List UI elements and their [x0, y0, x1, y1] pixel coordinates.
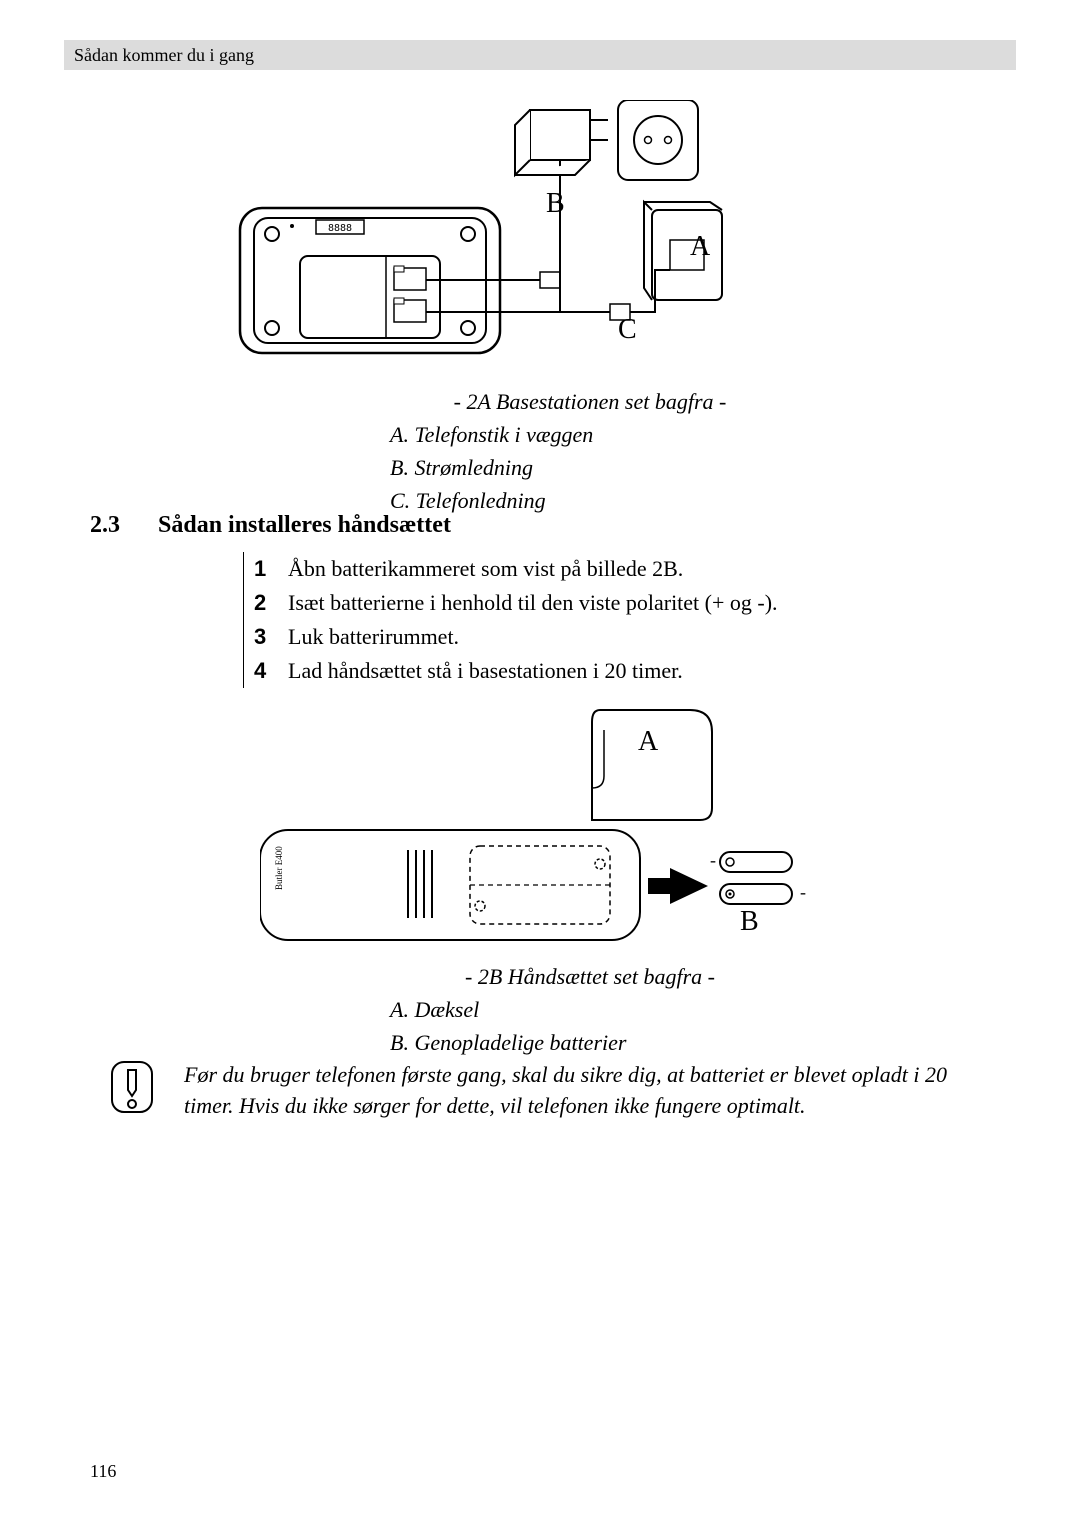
figure-2b-svg: Butler E400 - - A B: [260, 700, 820, 960]
step-number: 2: [254, 586, 270, 620]
caption-2a-b: B. Strømledning: [390, 451, 790, 484]
display-digits: 8888: [328, 223, 352, 234]
marker-c: C: [618, 314, 637, 345]
marker-b: B: [546, 188, 565, 219]
section-number: 2.3: [90, 512, 120, 539]
step-item: 4 Lad håndsættet stå i basestationen i 2…: [254, 654, 778, 688]
marker-b: B: [740, 906, 759, 937]
step-number: 1: [254, 552, 270, 586]
step-number: 3: [254, 620, 270, 654]
note-text: Før du bruger telefonen første gang, ska…: [184, 1060, 1000, 1122]
figure-2b: Butler E400 - - A B: [260, 700, 820, 960]
device-label: Butler E400: [274, 846, 284, 890]
figure-2a-caption: - 2A Basestationen set bagfra - A. Telef…: [390, 385, 790, 517]
caption-2a-a: A. Telefonstik i væggen: [390, 418, 790, 451]
step-item: 3 Luk batterirummet.: [254, 620, 778, 654]
step-text: Åbn batterikammeret som vist på billede …: [288, 552, 683, 586]
marker-a: A: [690, 231, 711, 262]
figure-2a-svg: 8888 A B: [230, 100, 850, 370]
step-text: Lad håndsættet stå i basestationen i 20 …: [288, 654, 683, 688]
caption-2b-b: B. Genopladelige batterier: [390, 1026, 790, 1059]
caption-2b-title: - 2B Håndsættet set bagfra -: [390, 960, 790, 993]
step-text: Luk batterirummet.: [288, 620, 459, 654]
header-text: Sådan kommer du i gang: [74, 45, 254, 66]
figure-2a: 8888 A B: [230, 100, 850, 370]
page-number: 116: [90, 1461, 116, 1482]
caption-2a-title: - 2A Basestationen set bagfra -: [390, 385, 790, 418]
page-header: Sådan kommer du i gang: [64, 40, 1016, 70]
caption-2b-a: A. Dæksel: [390, 993, 790, 1026]
step-number: 4: [254, 654, 270, 688]
note-block: Før du bruger telefonen første gang, ska…: [110, 1060, 1000, 1122]
steps-list: 1 Åbn batterikammeret som vist på billed…: [243, 552, 778, 688]
minus-sign: -: [800, 882, 806, 902]
step-item: 1 Åbn batterikammeret som vist på billed…: [254, 552, 778, 586]
figure-2b-caption: - 2B Håndsættet set bagfra - A. Dæksel B…: [390, 960, 790, 1059]
minus-sign: -: [710, 850, 716, 870]
step-item: 2 Isæt batterierne i henhold til den vis…: [254, 586, 778, 620]
step-text: Isæt batterierne i henhold til den viste…: [288, 586, 778, 620]
section-heading: 2.3 Sådan installeres håndsættet: [90, 512, 451, 539]
section-title: Sådan installeres håndsættet: [158, 512, 451, 539]
marker-a: A: [638, 726, 659, 757]
info-icon: [110, 1060, 154, 1114]
